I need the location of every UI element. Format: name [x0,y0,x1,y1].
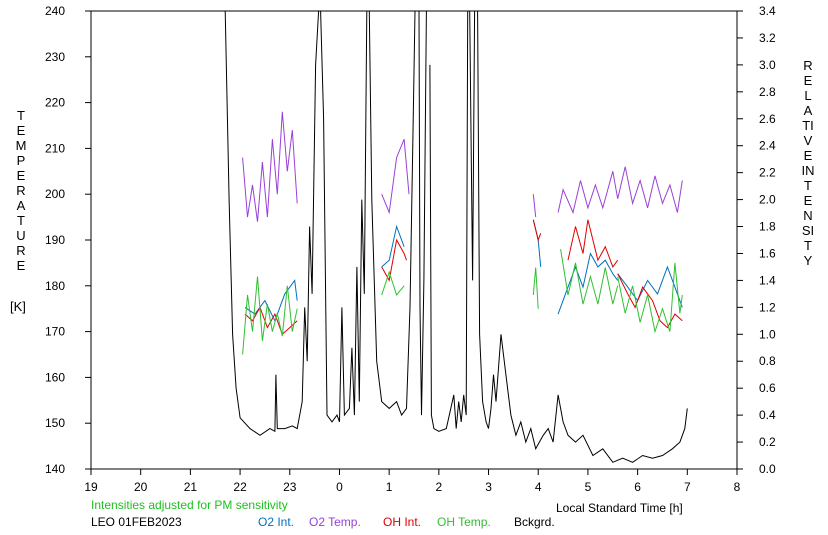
y-right-tick-label: 3.2 [759,31,776,45]
y-left-tick-label: 210 [45,141,65,155]
axis-ticks: 19 20 21 22 23 0 1 2 3 4 5 6 7 8140150160170180190200… [45,4,776,494]
series-oh-int-line [617,273,683,329]
series-oh-int-line [567,219,619,268]
x-tick-label: 7 [684,480,691,494]
y-right-axis-label: RELATIVE INTENSITY [801,58,816,268]
series-oh-temp-line [560,249,619,305]
series-oh-int-line [381,238,407,282]
y-right-tick-label: 3.4 [759,4,776,18]
series-bckgrd-line [224,10,320,436]
series-o2-temp-line [557,166,683,215]
x-tick-label: 21 [184,480,198,494]
y-left-tick-label: 170 [45,325,65,339]
series-o2-temp-line [242,111,298,222]
y-right-tick-label: 2.0 [759,193,776,207]
series-bckgrd-line [320,10,368,423]
y-right-tick-label: 0.4 [759,408,776,422]
y-left-tick-label: 160 [45,370,65,384]
y-right-tick-label: 2.8 [759,85,776,99]
sensitivity-note: Intensities adjusted for PM sensitivity [91,498,288,512]
y-left-tick-label: 140 [45,462,65,476]
series-o2-int-line [557,252,619,315]
y-left-tick-label: 230 [45,50,65,64]
x-tick-label: 2 [436,480,443,494]
y-right-tick-label: 1.8 [759,220,776,234]
y-right-tick-label: 2.6 [759,112,776,126]
series-oh-temp-line [381,270,405,297]
x-tick-label: 20 [134,480,148,494]
x-axis-label: Local Standard Time [h] [556,501,683,515]
y-right-tick-label: 0.2 [759,435,776,449]
y-left-tick-label: 200 [45,187,65,201]
y-right-tick-label: 2.4 [759,139,776,153]
y-right-tick-label: 1.0 [759,327,776,341]
series-bckgrd-line [418,10,427,416]
y-right-tick-label: 0.8 [759,354,776,368]
series-o2-int-line [532,219,542,267]
series-o2-temp-line [381,139,410,215]
x-tick-label: 22 [233,480,247,494]
x-tick-label: 1 [386,480,393,494]
y-right-tick-label: 1.2 [759,300,776,314]
x-tick-label: 8 [734,480,741,494]
legend-o2-temp: O2 Temp. [309,515,361,529]
series-o2-temp-line [532,194,537,218]
y-right-tick-label: 1.4 [759,273,776,287]
series-bckgrd-line [368,10,416,417]
y-right-tick-label: 2.2 [759,166,776,180]
series-bckgrd-line [477,10,688,463]
y-right-tick-label: 3.0 [759,58,776,72]
y-right-tick-label: 0.0 [759,462,776,476]
y-left-tick-label: 190 [45,233,65,247]
x-tick-label: 0 [336,480,343,494]
y-right-tick-label: 1.6 [759,246,776,260]
legend-oh-int: OH Int. [383,515,422,529]
y-left-tick-label: 180 [45,279,65,293]
x-tick-label: 23 [283,480,297,494]
series-bckgrd-line [429,10,469,432]
x-tick-label: 5 [585,480,592,494]
x-tick-label: 3 [485,480,492,494]
series-o2-int-line [381,224,405,268]
y-left-tick-label: 150 [45,416,65,430]
x-tick-label: 4 [535,480,542,494]
series-oh-temp-line [617,262,683,334]
legend-bckgrd: Bckgrd. [514,515,555,529]
series-bckgrd-line [469,10,476,281]
y-left-tick-label: 220 [45,96,65,110]
series-o2-int-line [617,265,683,308]
series-oh-temp-line [242,276,298,355]
series-oh-temp-line [532,267,539,309]
y-left-tick-label: 240 [45,4,65,18]
y-left-axis-label: TEMPERATURE [15,108,27,273]
y-left-axis-unit: [K] [10,299,26,314]
station-date: LEO 01FEB2023 [91,515,182,529]
series-oh-int-line [532,219,542,242]
legend-o2-int: O2 Int. [258,515,295,529]
x-tick-label: 6 [634,480,641,494]
y-right-tick-label: 0.6 [759,381,776,395]
x-tick-label: 19 [84,480,98,494]
series-lines [224,10,688,463]
legend-oh-temp: OH Temp. [437,515,491,529]
